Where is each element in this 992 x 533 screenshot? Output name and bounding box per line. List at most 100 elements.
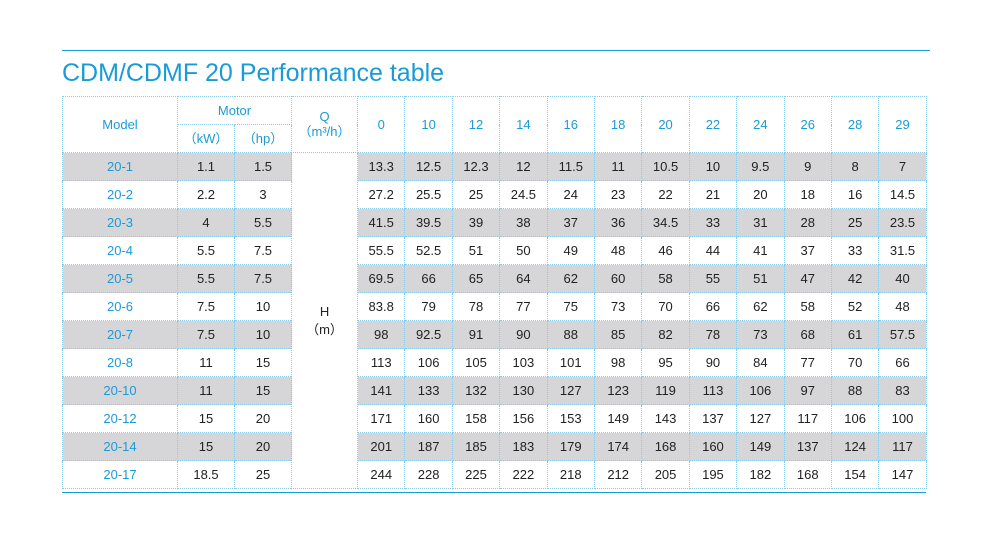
head-value-cell: 100: [878, 404, 927, 433]
flow-value-header: 20: [641, 96, 690, 153]
head-value-cell: 12.5: [404, 152, 453, 181]
head-value-cell: 52.5: [404, 236, 453, 265]
kw-cell: 4: [177, 208, 235, 237]
head-value-cell: 65: [451, 264, 501, 293]
head-value-cell: 147: [878, 460, 927, 489]
model-cell: 20-10: [62, 376, 178, 405]
head-value-cell: 225: [451, 460, 501, 489]
head-value-cell: 201: [357, 432, 406, 461]
head-value-cell: 24.5: [499, 180, 548, 209]
flow-value-header: 24: [736, 96, 785, 153]
head-value-cell: 11.5: [546, 152, 595, 181]
head-value-cell: 97: [783, 376, 832, 405]
table-row: 20-14 15 20 201 187 185 183 179 174 168 160 149 137 1…: [62, 432, 927, 461]
head-unit: （m）: [306, 321, 343, 337]
flow-value-header: 16: [546, 96, 595, 153]
header-row-2: （kW） （hp）: [63, 124, 927, 153]
head-value-cell: 51: [451, 236, 501, 265]
model-cell: 20-12: [62, 404, 178, 433]
head-value-cell: 14.5: [878, 180, 927, 209]
head-value-cell: 41.5: [357, 208, 406, 237]
model-cell: 20-14: [62, 432, 178, 461]
flow-value-header: 22: [688, 96, 738, 153]
head-value-cell: 75: [546, 292, 595, 321]
head-value-cell: 12: [499, 152, 548, 181]
head-value-cell: 137: [688, 404, 738, 433]
head-value-cell: 132: [451, 376, 501, 405]
kw-cell: 2.2: [177, 180, 235, 209]
head-value-cell: 39.5: [404, 208, 453, 237]
hp-cell: 20: [233, 404, 293, 433]
head-value-cell: 48: [878, 292, 927, 321]
flow-value-header: 12: [451, 96, 501, 153]
head-value-cell: 46: [641, 236, 690, 265]
model-cell: 20-8: [62, 348, 178, 377]
hp-cell: 20: [233, 432, 293, 461]
head-value-cell: 90: [688, 348, 738, 377]
head-value-cell: 103: [499, 348, 548, 377]
head-value-cell: 70: [830, 348, 880, 377]
head-value-cell: 154: [830, 460, 880, 489]
head-value-cell: 69.5: [357, 264, 406, 293]
kw-cell: 15: [177, 432, 235, 461]
hp-cell: 5.5: [233, 208, 293, 237]
table-row: 20-5 5.5 7.5 69.5 66 65 64 62 60 58 55 51 47 42 40: [62, 264, 927, 293]
head-value-cell: 25: [451, 180, 501, 209]
head-value-cell: 25: [830, 208, 880, 237]
head-value-cell: 77: [499, 292, 548, 321]
head-value-cell: 106: [830, 404, 880, 433]
head-value-cell: 127: [546, 376, 595, 405]
head-value-cell: 27.2: [357, 180, 406, 209]
head-value-cell: 62: [546, 264, 595, 293]
head-value-cell: 124: [830, 432, 880, 461]
head-value-cell: 78: [451, 292, 501, 321]
head-value-cell: 11: [593, 152, 643, 181]
head-value-cell: 23.5: [878, 208, 927, 237]
head-value-cell: 95: [641, 348, 690, 377]
head-value-cell: 50: [499, 236, 548, 265]
head-value-cell: 156: [499, 404, 548, 433]
kw-header: （kW）: [177, 124, 235, 153]
kw-cell: 1.1: [177, 152, 235, 181]
head-value-cell: 16: [830, 180, 880, 209]
model-cell: 20-7: [62, 320, 178, 349]
head-value-cell: 33: [830, 236, 880, 265]
hp-cell: 15: [233, 348, 293, 377]
head-value-cell: 205: [641, 460, 690, 489]
head-value-cell: 61: [830, 320, 880, 349]
hp-header: （hp）: [233, 124, 293, 153]
head-value-cell: 60: [593, 264, 643, 293]
head-value-cell: 88: [546, 320, 595, 349]
head-value-cell: 10: [688, 152, 738, 181]
head-value-cell: 106: [736, 376, 785, 405]
motor-header: Motor: [176, 96, 293, 125]
performance-table-body: Model Motor Q （m³/h） 0 10 12 14 16 18 20 22 24 26…: [62, 96, 927, 489]
head-value-cell: 153: [546, 404, 595, 433]
head-value-cell: 195: [688, 460, 738, 489]
head-value-cell: 182: [736, 460, 785, 489]
head-value-cell: 33: [688, 208, 738, 237]
head-value-cell: 160: [688, 432, 738, 461]
head-value-cell: 90: [499, 320, 548, 349]
hp-cell: 10: [233, 320, 293, 349]
head-value-cell: 123: [593, 376, 643, 405]
head-value-cell: 9: [783, 152, 832, 181]
head-value-cell: 85: [593, 320, 643, 349]
table-row: 20-7 7.5 10 98 92.5 91 90 88 85 82 78 73 68 61 57.5: [62, 320, 927, 349]
head-value-cell: 47: [783, 264, 832, 293]
head-value-cell: 78: [688, 320, 738, 349]
table-row: 20-2 2.2 3 27.2 25.5 25 24.5 24 23 22 21 20 18 16 14.5: [62, 180, 927, 209]
head-value-cell: 141: [357, 376, 406, 405]
kw-cell: 7.5: [177, 320, 235, 349]
head-value-cell: 106: [404, 348, 453, 377]
head-value-cell: 168: [783, 460, 832, 489]
head-value-cell: 82: [641, 320, 690, 349]
table-row: 20-6 7.5 10 83.8 79 78 77 75 73 70 66 62 58 52 48: [62, 292, 927, 321]
head-value-cell: 8: [830, 152, 880, 181]
head-value-cell: 62: [736, 292, 785, 321]
flow-value-header: 0: [357, 96, 406, 153]
hp-cell: 1.5: [233, 152, 293, 181]
head-label-cell: H （m）: [291, 152, 359, 489]
head-value-cell: 31: [736, 208, 785, 237]
head-value-cell: 12.3: [451, 152, 501, 181]
